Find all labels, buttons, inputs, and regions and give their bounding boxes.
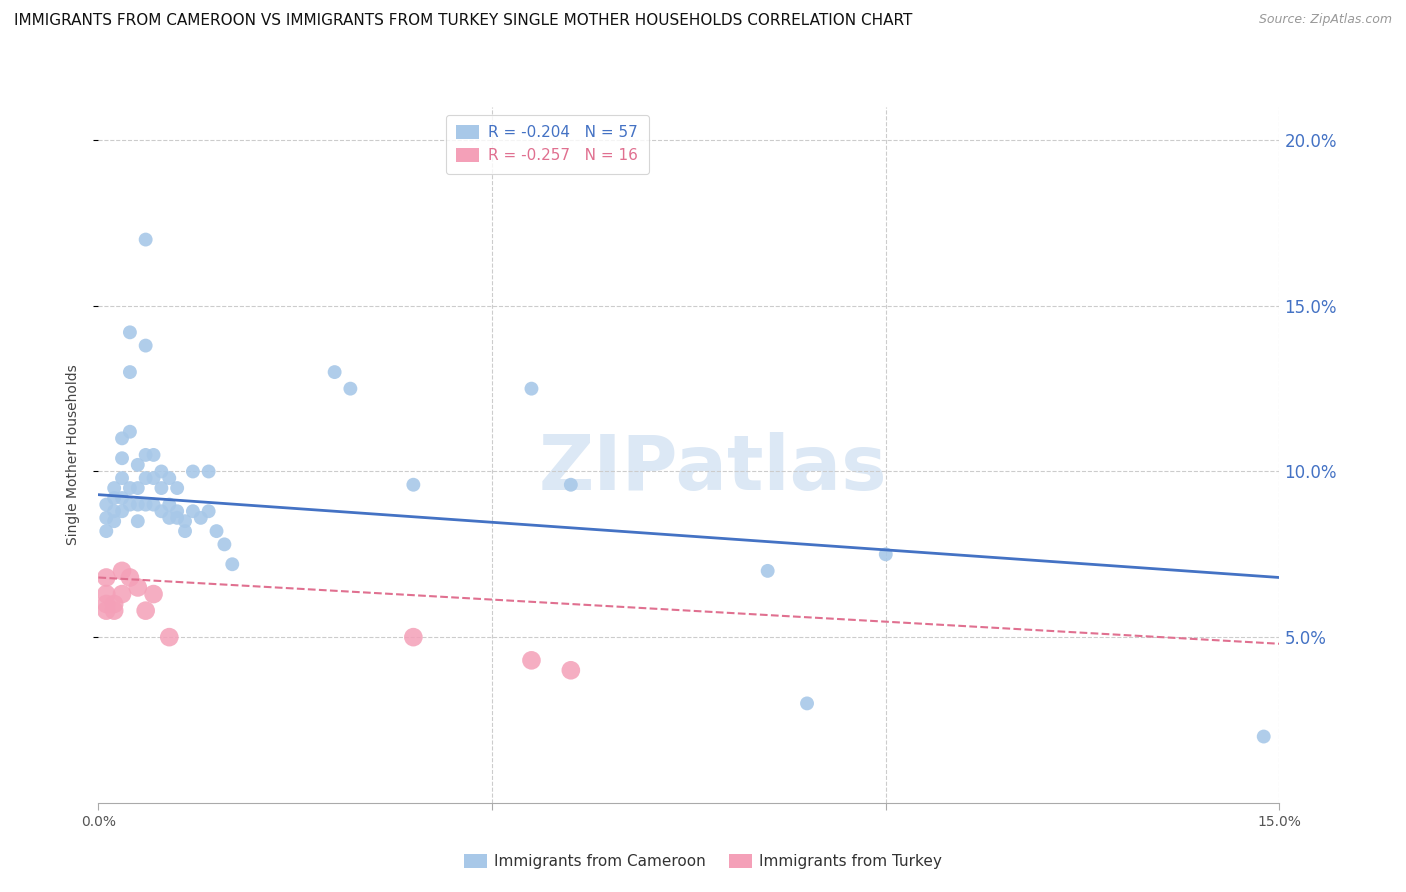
Point bbox=[190, 511, 212, 525]
Point bbox=[323, 365, 346, 379]
Point bbox=[142, 498, 165, 512]
Point bbox=[96, 597, 118, 611]
Point bbox=[111, 564, 134, 578]
Point bbox=[875, 547, 897, 561]
Point bbox=[103, 514, 125, 528]
Text: ZIPatlas: ZIPatlas bbox=[538, 432, 887, 506]
Point bbox=[166, 504, 188, 518]
Point bbox=[118, 570, 141, 584]
Point bbox=[103, 604, 125, 618]
Point bbox=[118, 365, 141, 379]
Point bbox=[166, 511, 188, 525]
Point bbox=[157, 630, 180, 644]
Text: IMMIGRANTS FROM CAMEROON VS IMMIGRANTS FROM TURKEY SINGLE MOTHER HOUSEHOLDS CORR: IMMIGRANTS FROM CAMEROON VS IMMIGRANTS F… bbox=[14, 13, 912, 29]
Point bbox=[560, 477, 582, 491]
Point bbox=[111, 491, 134, 505]
Point bbox=[96, 498, 118, 512]
Point bbox=[111, 504, 134, 518]
Point bbox=[150, 465, 173, 479]
Point bbox=[205, 524, 228, 538]
Point bbox=[181, 465, 204, 479]
Point bbox=[756, 564, 779, 578]
Point bbox=[96, 587, 118, 601]
Legend: R = -0.204   N = 57, R = -0.257   N = 16: R = -0.204 N = 57, R = -0.257 N = 16 bbox=[446, 115, 650, 174]
Point bbox=[118, 326, 141, 340]
Point bbox=[127, 481, 149, 495]
Point bbox=[127, 498, 149, 512]
Point bbox=[214, 537, 236, 551]
Point bbox=[166, 481, 188, 495]
Point bbox=[127, 514, 149, 528]
Point bbox=[174, 514, 197, 528]
Point bbox=[181, 504, 204, 518]
Point bbox=[197, 465, 219, 479]
Point bbox=[197, 504, 219, 518]
Point bbox=[157, 511, 180, 525]
Point bbox=[135, 498, 157, 512]
Point bbox=[96, 524, 118, 538]
Point bbox=[520, 653, 543, 667]
Point bbox=[402, 630, 425, 644]
Point bbox=[118, 425, 141, 439]
Point bbox=[174, 524, 197, 538]
Point bbox=[103, 491, 125, 505]
Point bbox=[127, 458, 149, 472]
Point bbox=[96, 511, 118, 525]
Point bbox=[142, 587, 165, 601]
Point bbox=[339, 382, 361, 396]
Point bbox=[402, 477, 425, 491]
Point bbox=[111, 471, 134, 485]
Legend: Immigrants from Cameroon, Immigrants from Turkey: Immigrants from Cameroon, Immigrants fro… bbox=[457, 848, 949, 875]
Point bbox=[103, 481, 125, 495]
Point bbox=[1253, 730, 1275, 744]
Point bbox=[127, 581, 149, 595]
Point bbox=[520, 382, 543, 396]
Point bbox=[135, 604, 157, 618]
Point bbox=[150, 504, 173, 518]
Point bbox=[221, 558, 243, 572]
Point bbox=[142, 471, 165, 485]
Point bbox=[135, 338, 157, 352]
Point bbox=[142, 448, 165, 462]
Point bbox=[135, 448, 157, 462]
Point bbox=[111, 587, 134, 601]
Point bbox=[111, 451, 134, 466]
Point bbox=[135, 471, 157, 485]
Point bbox=[103, 504, 125, 518]
Y-axis label: Single Mother Households: Single Mother Households bbox=[66, 365, 80, 545]
Point bbox=[157, 471, 180, 485]
Point bbox=[150, 481, 173, 495]
Point bbox=[560, 663, 582, 677]
Text: Source: ZipAtlas.com: Source: ZipAtlas.com bbox=[1258, 13, 1392, 27]
Point bbox=[118, 498, 141, 512]
Point bbox=[135, 233, 157, 247]
Point bbox=[96, 604, 118, 618]
Point bbox=[96, 570, 118, 584]
Point bbox=[118, 481, 141, 495]
Point bbox=[796, 697, 818, 711]
Point bbox=[103, 597, 125, 611]
Point bbox=[157, 498, 180, 512]
Point bbox=[111, 431, 134, 445]
